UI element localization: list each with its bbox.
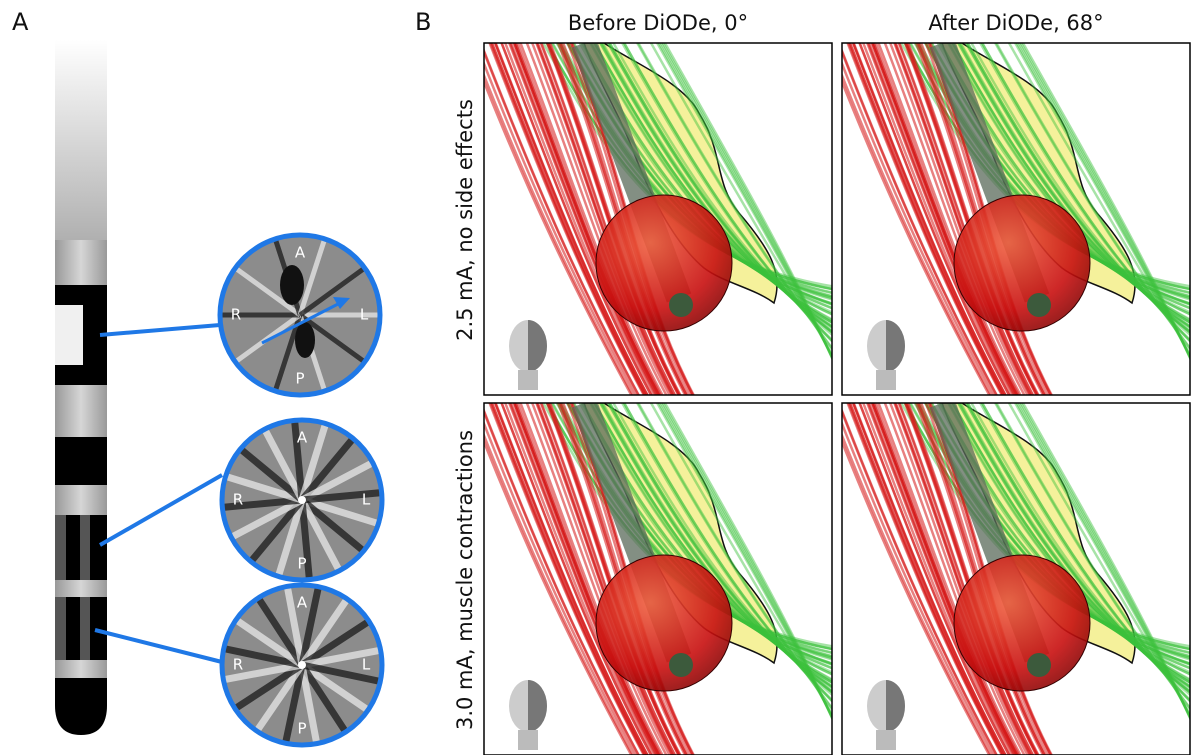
orientation-label: A xyxy=(297,594,308,612)
orientation-label: L xyxy=(360,306,369,324)
orientation-label: A xyxy=(295,244,306,262)
column-title: Before DiODe, 0° xyxy=(568,11,748,35)
orientation-label: A xyxy=(297,429,308,447)
orientation-label: P xyxy=(295,370,304,388)
orientation-label: P xyxy=(297,720,306,738)
render-panels xyxy=(467,38,1192,755)
panel-label: A xyxy=(12,8,29,36)
cross-section: A R L P xyxy=(214,577,391,754)
cross-section: A R L P xyxy=(210,229,390,400)
orientation-label: R xyxy=(233,656,243,674)
orientation-label: L xyxy=(362,491,371,509)
panel-label: B xyxy=(415,8,431,36)
connector xyxy=(95,325,222,662)
orientation-label: R xyxy=(231,306,241,324)
column-title: After DiODe, 68° xyxy=(928,11,1103,35)
figure: A B A R L P A R L P A R L P Before DiODe, 0° After … xyxy=(0,0,1192,755)
row-label: 2.5 mA, no side effects xyxy=(453,99,477,341)
row-label: 3.0 mA, muscle contractions xyxy=(453,430,477,730)
orientation-label: R xyxy=(233,491,243,509)
cross-section: A R L P xyxy=(212,410,391,589)
orientation-label: P xyxy=(297,555,306,573)
orientation-label: L xyxy=(362,656,371,674)
